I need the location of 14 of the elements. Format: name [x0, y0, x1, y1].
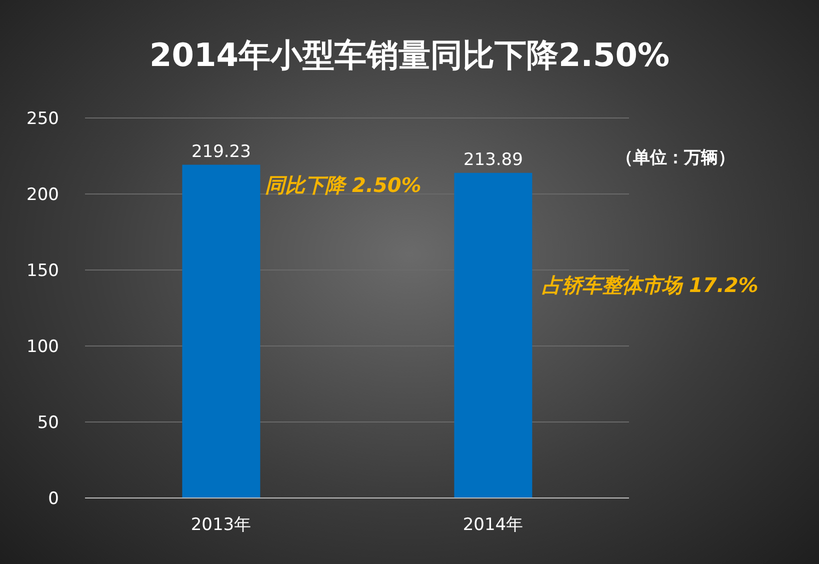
annotation: （单位：万辆） — [616, 147, 735, 169]
x-tick-label: 2013年 — [190, 515, 252, 536]
annotation: 同比下降 2.50% — [265, 172, 422, 199]
x-tick-label: 2014年 — [462, 515, 524, 536]
y-tick-label: 0 — [48, 489, 59, 510]
data-label: 213.89 — [463, 150, 523, 170]
y-tick-label: 50 — [37, 413, 59, 434]
annotation: 占轿车整体市场 17.2% — [542, 272, 758, 299]
y-tick-label: 100 — [26, 337, 59, 358]
data-label: 219.23 — [191, 142, 251, 162]
chart-title: 2014年小型车销量同比下降2.50% — [148, 35, 671, 76]
y-tick-label: 200 — [26, 185, 59, 206]
y-tick-label: 150 — [26, 261, 59, 282]
y-tick-label: 250 — [26, 109, 59, 130]
